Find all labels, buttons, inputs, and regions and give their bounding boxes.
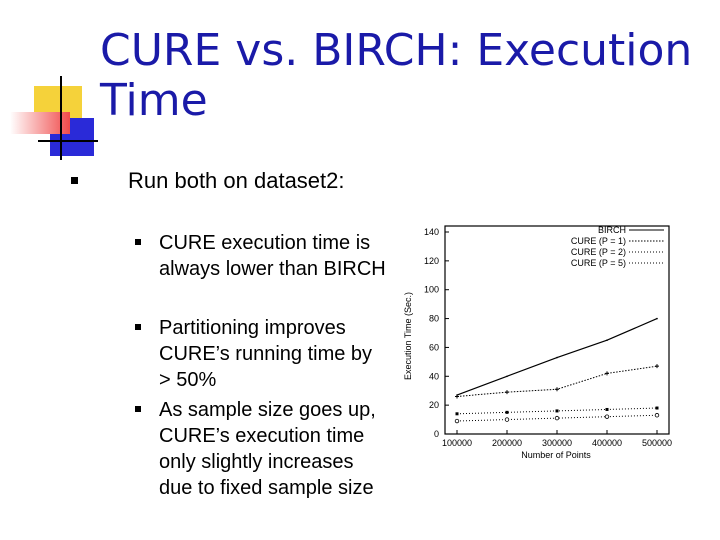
series-line-4 (456, 414, 658, 422)
plot-frame (444, 225, 670, 435)
y-tick-label: 40 (429, 371, 439, 381)
decor-vertical-line (60, 76, 62, 160)
y-tick-label: 60 (429, 342, 439, 352)
subbullet-1: CURE execution time is always lower than… (135, 230, 387, 282)
execution-time-chart: 0 20 40 60 80 100 120 140 100000 200000 300000 400… (403, 225, 672, 460)
x-axis-label: Number of Points (521, 450, 591, 460)
subbullet-marker (135, 406, 141, 412)
data-point (605, 407, 609, 411)
decor-red-bar (10, 112, 70, 134)
slide-title: CURE vs. BIRCH: Execution Time (100, 25, 693, 126)
y-axis-label: Execution Time (Sec.) (403, 292, 413, 380)
data-point (605, 371, 609, 376)
data-point (454, 418, 460, 424)
series-line-3 (456, 407, 658, 415)
y-tick-label: 0 (434, 429, 439, 439)
x-tick-label: 100000 (442, 438, 472, 448)
x-tick-label: 500000 (642, 438, 672, 448)
bullet-marker (71, 177, 78, 184)
subbullet-text: As sample size goes up, CURE’s execution… (159, 399, 376, 499)
x-tick-label: 400000 (592, 438, 622, 448)
data-point (606, 339, 608, 342)
legend-label: CURE (P = 1) (571, 236, 626, 246)
bullet-run-both: Run both on dataset2: (71, 167, 368, 194)
legend-label: CURE (P = 2) (571, 247, 626, 257)
data-point (504, 417, 510, 422)
data-point (656, 317, 658, 320)
data-point (455, 412, 459, 416)
x-tick-label: 200000 (492, 438, 522, 448)
data-point (555, 409, 559, 413)
y-tick-label: 140 (424, 227, 439, 237)
subbullet-3: As sample size goes up, CURE’s execution… (135, 397, 387, 501)
data-point (554, 415, 560, 421)
subbullet-2: Partitioning improves CURE’s running tim… (135, 315, 387, 393)
data-point (604, 414, 610, 419)
data-point (506, 375, 508, 378)
subbullet-marker (135, 324, 141, 330)
y-tick-label: 20 (429, 400, 439, 410)
subbullet-text: CURE execution time is always lower than… (159, 232, 386, 280)
y-tick-label: 120 (424, 256, 439, 266)
legend-label: BIRCH (598, 225, 626, 235)
data-point (555, 387, 559, 392)
data-point (655, 364, 659, 369)
data-point (505, 390, 509, 395)
decor-horizontal-line (38, 140, 98, 142)
series-line-2 (456, 365, 658, 397)
x-tick-label: 300000 (542, 438, 572, 448)
legend-label: CURE (P = 5) (571, 258, 626, 268)
subbullet-text: Partitioning improves CURE’s running tim… (159, 317, 373, 391)
data-point (654, 413, 660, 418)
data-point (455, 394, 459, 399)
bullet-text: Run both on dataset2: (128, 168, 345, 193)
data-point (505, 410, 509, 414)
y-tick-label: 80 (429, 314, 439, 324)
y-tick-label: 100 (424, 285, 439, 295)
subbullet-marker (135, 239, 141, 245)
data-point (556, 356, 558, 359)
data-point (655, 406, 659, 410)
